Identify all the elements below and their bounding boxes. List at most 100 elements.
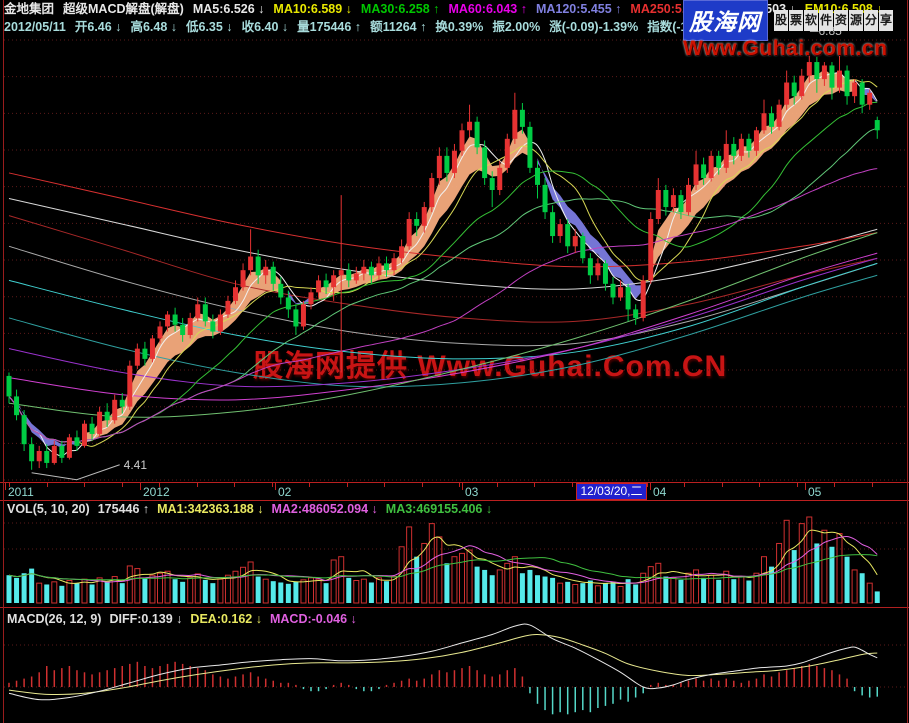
vol-bar-up xyxy=(51,581,58,604)
candle-body xyxy=(625,287,631,310)
vol-bar-down xyxy=(829,546,835,603)
vol-bar-down xyxy=(202,579,208,603)
axis-tick xyxy=(196,483,198,487)
candle-body xyxy=(338,270,344,276)
candle-body xyxy=(723,143,729,168)
ma-line-MA5 xyxy=(8,72,878,457)
candle-body xyxy=(557,224,563,237)
text-item: 金地集团 xyxy=(4,2,55,16)
text-item: 振2.00% xyxy=(492,20,541,34)
vol-bar-up xyxy=(451,556,458,604)
vol-bar-up xyxy=(375,577,382,604)
candle-body xyxy=(436,155,442,179)
text-item: 高6.48 ↓ xyxy=(130,20,177,34)
indicator-values-row: 金地集团 超级MACD解盘(解盘) MA5:6.526 ↓ MA10:6.589 ↓ M… xyxy=(4,0,909,18)
candle-body xyxy=(746,138,752,151)
candle-body xyxy=(36,450,42,462)
candle-body xyxy=(6,375,12,397)
candle-body xyxy=(512,109,518,139)
macd-pane[interactable] xyxy=(0,607,909,723)
dea-line xyxy=(8,633,878,696)
text-item: MA30:6.258 ↑ xyxy=(360,2,440,16)
vol-bar-down xyxy=(874,591,880,603)
vol-bar-down xyxy=(180,581,186,603)
vol-bar-down xyxy=(21,573,27,603)
text-item: 额11264 ↑ xyxy=(370,20,427,34)
candle-body xyxy=(119,399,125,407)
vol-bar-down xyxy=(44,584,50,603)
candle-body xyxy=(701,164,707,179)
axis-month-tick xyxy=(140,483,141,490)
vol-bar-down xyxy=(210,583,216,603)
axis-tick xyxy=(871,483,873,487)
candle-body xyxy=(874,120,880,131)
ma-line-MA10 xyxy=(8,79,878,447)
logo-url-link[interactable]: Www.Guhai.com.cn xyxy=(683,37,888,60)
low-price-label: 4.41 xyxy=(124,458,148,472)
volume-pane[interactable] xyxy=(0,500,909,607)
vol-bar-down xyxy=(489,575,495,603)
vol-bar-down xyxy=(414,556,420,603)
axis-tick xyxy=(496,483,498,487)
candle-body xyxy=(29,444,35,462)
vol-bar-up xyxy=(436,536,443,604)
candle-body xyxy=(497,167,503,190)
candle-body xyxy=(467,121,473,131)
axis-label: 2011 xyxy=(8,485,34,499)
candle-body xyxy=(867,92,873,105)
candle-body xyxy=(391,258,397,271)
ma-line-MA60 xyxy=(8,168,878,443)
text-item: VOL(5, 10, 20) xyxy=(7,502,90,516)
vol-bar-up xyxy=(459,552,465,604)
candle-body xyxy=(837,70,842,88)
vol-bar-down xyxy=(323,583,329,603)
x-axis-strip[interactable]: 2011 2012 02 03 04 05 12/03/20,二 xyxy=(0,482,909,501)
candle-body xyxy=(761,113,767,131)
candle-body xyxy=(255,256,261,276)
vol-bar-up xyxy=(240,566,247,604)
vol-bar-up xyxy=(330,559,337,604)
vol-bar-up xyxy=(262,578,269,604)
text-item: MA2:486052.094 ↓ xyxy=(271,502,378,516)
candle-body xyxy=(406,218,412,247)
candle-body xyxy=(270,266,276,284)
candle-body xyxy=(180,324,186,335)
macd-header: MACD(26, 12, 9) DIFF:0.139 ↓ DEA:0.162 ↓ MA… xyxy=(7,611,357,627)
candle-body xyxy=(731,143,737,156)
vol-bar-down xyxy=(104,581,110,603)
vol-bar-up xyxy=(149,574,156,604)
axis-tick xyxy=(234,483,235,487)
date-cursor-highlight[interactable]: 12/03/20,二 xyxy=(576,483,647,500)
axis-tick xyxy=(571,483,573,487)
long-ma-cyan-1 xyxy=(8,262,878,360)
candle-body xyxy=(663,189,669,208)
candle-body xyxy=(44,450,50,463)
vol-ma-10 xyxy=(8,535,878,584)
vol-bar-down xyxy=(482,569,488,603)
vol-bar-up xyxy=(836,533,843,604)
candle-body xyxy=(142,348,148,359)
long-ma-white-2 xyxy=(8,245,878,347)
vol-bar-up xyxy=(594,585,601,604)
vol-bar-up xyxy=(655,562,662,604)
vol-bar-down xyxy=(550,577,556,603)
vol-bar-down xyxy=(791,550,797,603)
candle-body xyxy=(602,263,608,284)
text-item: 量175446 ↑ xyxy=(297,20,362,34)
candle-body xyxy=(74,437,80,446)
axis-tick xyxy=(721,483,723,487)
candle-body xyxy=(127,365,133,407)
vol-bar-down xyxy=(142,577,148,603)
candle-body xyxy=(708,155,714,179)
vol-bar-up xyxy=(194,573,201,604)
candle-body xyxy=(172,314,178,325)
long-ma-red-2 xyxy=(8,215,878,323)
text-item: 换0.39% xyxy=(435,20,484,34)
axis-month-tick xyxy=(275,483,276,490)
candle-body xyxy=(550,212,556,237)
candle-body xyxy=(361,266,367,274)
vol-bar-down xyxy=(293,581,299,603)
text-item: MA60:6.043 ↑ xyxy=(448,2,527,16)
vol-bar-down xyxy=(6,575,12,603)
main-candlestick-chart[interactable]: 4.41 xyxy=(0,36,909,482)
